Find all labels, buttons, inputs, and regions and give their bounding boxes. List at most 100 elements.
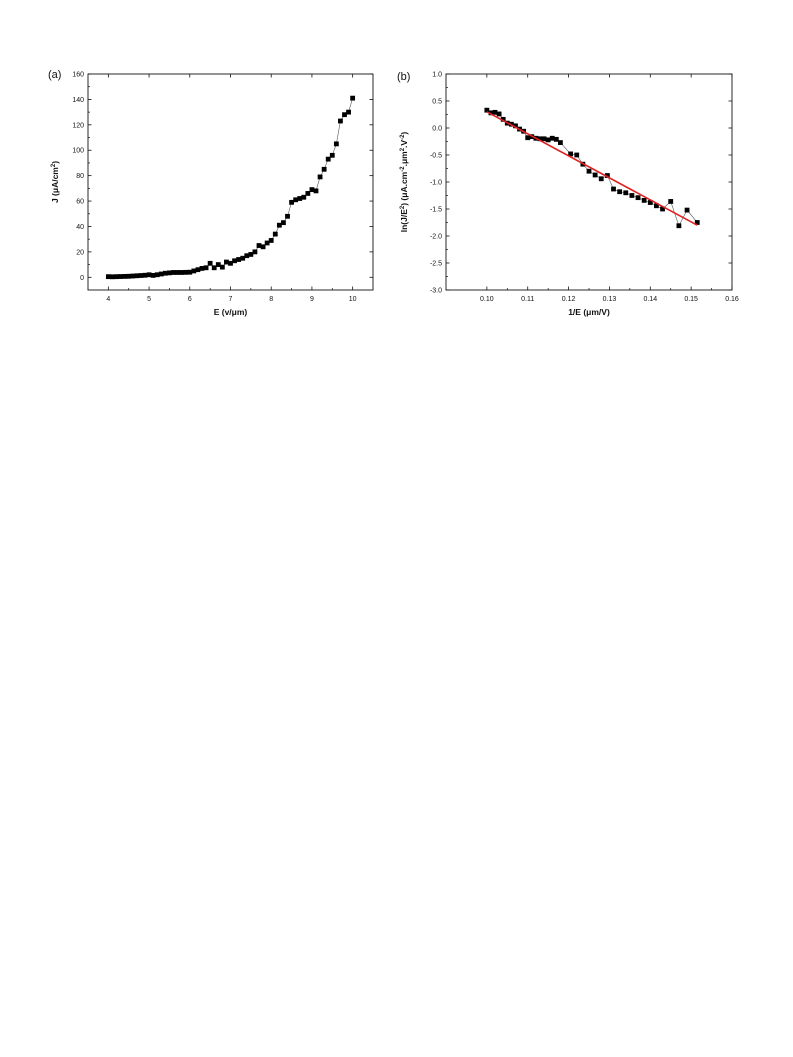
x-tick-label: 9 xyxy=(310,296,314,303)
y-tick-label: -2.0 xyxy=(430,234,442,241)
y-tick-label: 160 xyxy=(72,72,84,79)
data-point xyxy=(586,168,592,174)
data-point xyxy=(350,95,356,101)
y-tick-label: 100 xyxy=(72,148,84,155)
y-axis-title-part: ln(J/E xyxy=(399,209,409,232)
chart-panel-b: 0.10 0.11 0.12 0.13 0.14 0.15 0.16 1.0 0.5 0.0 -0.… xyxy=(397,71,739,317)
y-axis-title-part: .V xyxy=(399,140,409,148)
data-point xyxy=(317,174,323,180)
data-point xyxy=(134,273,140,279)
x-tick-label: 0.13 xyxy=(603,296,617,303)
data-point xyxy=(252,249,258,255)
data-point xyxy=(496,111,502,117)
x-tick-label: 0.12 xyxy=(562,296,576,303)
y-axis-title-part: ) xyxy=(50,161,60,164)
y-axis-title-part: J (μA/cm xyxy=(50,167,60,203)
x-tick-label: 0.11 xyxy=(521,296,534,303)
data-point xyxy=(654,203,659,209)
data-point xyxy=(629,193,635,198)
y-axis-title: J (μA/cm2) xyxy=(50,161,60,203)
data-point xyxy=(568,151,574,157)
y-tick-label: -0.5 xyxy=(430,153,442,160)
data-point xyxy=(305,191,311,196)
x-tick-label: 0.16 xyxy=(725,296,739,303)
data-point xyxy=(105,274,111,280)
data-point xyxy=(329,152,335,158)
data-point xyxy=(488,110,494,116)
data-point xyxy=(676,223,682,229)
data-point xyxy=(256,243,262,248)
data-point xyxy=(232,258,237,264)
data-point xyxy=(260,244,266,250)
data-point xyxy=(553,136,559,142)
data-point xyxy=(219,264,225,270)
data-point xyxy=(598,176,604,182)
data-point xyxy=(138,273,144,278)
y-tick-label: 20 xyxy=(76,249,84,256)
x-tick-label: 6 xyxy=(188,296,192,303)
y-tick-label: 140 xyxy=(72,97,84,104)
data-point xyxy=(301,194,307,200)
data-point xyxy=(647,200,653,205)
data-point xyxy=(313,188,319,194)
data-point xyxy=(289,199,294,205)
x-tick-label: 10 xyxy=(349,296,357,303)
y-tick-label: 0.0 xyxy=(432,126,442,133)
data-point xyxy=(162,270,168,276)
y-tick-label: -2.5 xyxy=(430,261,442,268)
y-tick-label: 40 xyxy=(76,224,84,231)
data-point xyxy=(236,257,242,262)
data-point xyxy=(660,206,665,212)
data-point xyxy=(187,269,193,275)
plot-frame xyxy=(87,73,374,291)
x-tick-label: 8 xyxy=(269,296,273,303)
data-point xyxy=(545,137,551,143)
y-axis-title-superscript: -2 xyxy=(400,166,406,172)
x-tick-label: 0.14 xyxy=(643,296,657,303)
data-point xyxy=(272,231,278,237)
data-point xyxy=(611,186,616,192)
data-point xyxy=(500,116,506,122)
y-axis-title-part: ) (μA.cm xyxy=(399,171,409,205)
y-tick-label: 0.5 xyxy=(432,99,442,106)
data-point xyxy=(281,220,286,226)
data-point xyxy=(203,265,209,271)
y-tick-label: 60 xyxy=(76,199,84,206)
x-tick-label: 7 xyxy=(229,296,233,303)
plot-frame xyxy=(445,73,733,291)
data-point xyxy=(244,253,250,259)
y-tick-label: -1.5 xyxy=(430,207,442,214)
data-point xyxy=(325,156,331,162)
data-point xyxy=(146,272,152,278)
data-point xyxy=(228,260,233,266)
data-point xyxy=(224,259,229,265)
y-tick-label: 1.0 xyxy=(432,72,442,79)
x-tick-label: 5 xyxy=(147,296,151,303)
data-point xyxy=(492,109,498,115)
y-axis-title-part: ) xyxy=(399,132,409,135)
data-point xyxy=(158,271,164,277)
data-point xyxy=(171,270,176,275)
data-point xyxy=(142,272,148,278)
panel-label: (b) xyxy=(397,71,410,83)
data-point xyxy=(623,190,629,196)
data-point xyxy=(264,240,270,246)
data-point xyxy=(195,267,201,273)
data-point xyxy=(537,136,543,142)
data-point xyxy=(641,197,647,203)
data-point xyxy=(635,195,641,201)
data-point xyxy=(541,136,547,142)
data-point xyxy=(484,107,490,113)
x-tick-label: 4 xyxy=(106,296,110,303)
data-point xyxy=(617,189,623,195)
data-point xyxy=(525,135,531,141)
data-point xyxy=(167,270,172,276)
x-axis-title: E (v/μm) xyxy=(214,307,248,317)
data-point xyxy=(126,273,132,279)
data-point xyxy=(604,173,610,178)
x-tick-label: 0.10 xyxy=(480,296,494,303)
data-point xyxy=(110,274,115,280)
data-point xyxy=(211,265,217,271)
